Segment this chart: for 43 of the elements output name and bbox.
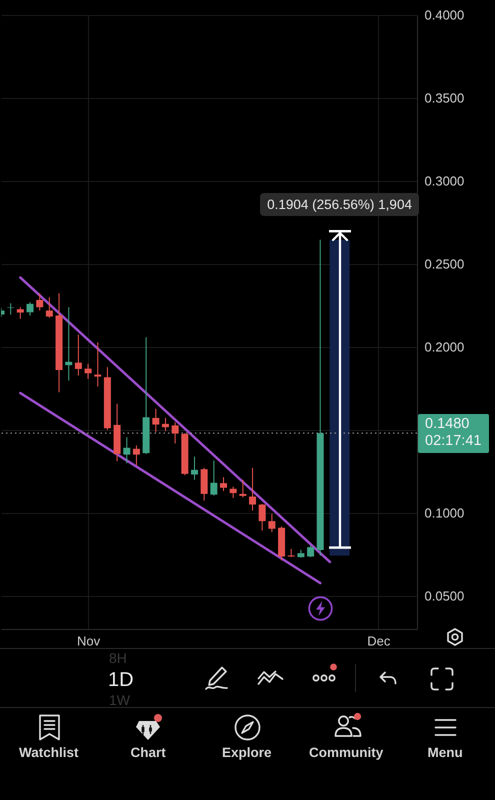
candlestick bbox=[230, 486, 237, 498]
candlestick bbox=[132, 444, 140, 466]
y-tick-label: 0.4000 bbox=[424, 8, 464, 22]
candlestick bbox=[16, 306, 24, 320]
candlestick bbox=[210, 460, 218, 496]
text: 8H bbox=[109, 650, 127, 666]
candlestick bbox=[152, 408, 160, 433]
candlestick bbox=[74, 334, 82, 376]
text: 1D bbox=[108, 669, 134, 691]
candlestick bbox=[172, 422, 179, 444]
annotation: 0.1904 (256.56%) 1,904 bbox=[260, 192, 419, 216]
y-tick-label: 0.3500 bbox=[424, 90, 464, 106]
candlestick bbox=[190, 456, 198, 480]
y-tick-label: 0.1000 bbox=[424, 505, 464, 520]
candlestick bbox=[123, 436, 130, 464]
candlestick bbox=[258, 503, 266, 532]
y-tick-label: 0.2500 bbox=[424, 256, 464, 272]
text: Watchlist bbox=[19, 745, 79, 760]
y-tick-label: 0.0500 bbox=[424, 588, 464, 604]
text: Explore bbox=[222, 745, 272, 760]
text: Community bbox=[309, 745, 384, 760]
text: 1W bbox=[109, 692, 130, 708]
candlestick bbox=[94, 342, 102, 388]
candlestick bbox=[84, 363, 92, 380]
candlestick bbox=[26, 302, 34, 316]
ref-line-label: 0.1480 bbox=[424, 416, 470, 434]
x-tick-label: Nov bbox=[77, 634, 101, 648]
x-tick-label: Dec bbox=[367, 634, 391, 648]
candlestick bbox=[162, 417, 169, 432]
y-tick-label: 0.3000 bbox=[424, 173, 464, 188]
candlestick bbox=[220, 476, 228, 492]
y-tick-label: 0.2000 bbox=[424, 339, 464, 354]
candlestick bbox=[46, 296, 53, 318]
candlestick bbox=[7, 302, 14, 316]
text: Chart bbox=[130, 745, 166, 760]
text: 02:17:41 bbox=[424, 433, 482, 450]
candlestick bbox=[65, 306, 72, 382]
candlestick bbox=[307, 545, 314, 558]
candlestick bbox=[36, 292, 44, 312]
candlestick bbox=[268, 513, 276, 533]
text: Menu bbox=[428, 745, 463, 760]
candlestick bbox=[249, 467, 256, 512]
candlestick bbox=[239, 479, 246, 498]
